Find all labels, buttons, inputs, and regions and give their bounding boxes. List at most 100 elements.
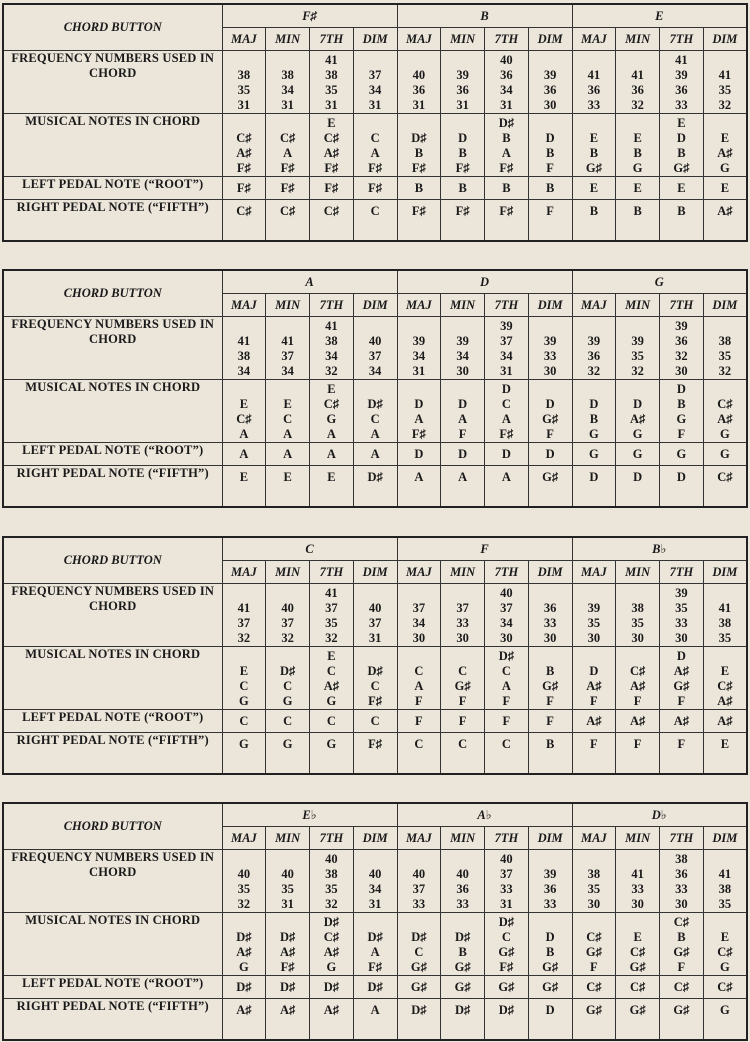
frequency-number: 35 [631,616,644,630]
frequency-number: 32 [325,364,338,378]
pedal-note: D [396,442,442,466]
frequency-number: 32 [631,98,644,112]
pedal-note: G♯ [659,998,704,1041]
note: A♯ [629,679,646,693]
cell: D B G♯ [527,912,573,976]
chord-table: CHORD BUTTON A D G MAJ MIN 7TH DIM MAJ MIN 7TH DIM M… [2,269,748,508]
frequency-number: 39 [675,586,688,600]
frequency-number: 37 [500,867,513,881]
pedal-note: F [396,709,442,733]
row-right-pedal: RIGHT PEDAL NOTE (“FIFTH”) E E E D♯ A A A G♯ D D D C… [2,465,748,508]
frequency-number: 38 [325,867,338,881]
note: G♯ [585,945,602,959]
frequency-number: 41 [237,601,251,615]
note: B [677,146,686,160]
frequency-number: 39 [675,68,688,82]
note: F [546,694,554,708]
cell: 40 35 31 [265,849,310,913]
note: F♯ [411,427,426,441]
cell: B G♯ F [527,646,573,710]
column-label: 7TH [659,560,704,584]
header-row: CHORD BUTTON E♭ A♭ D♭ [2,802,748,850]
frequency-number: 33 [675,98,688,112]
note: F [546,427,554,441]
pedal-note: A♯ [265,998,310,1041]
pedal-note: D♯ [484,998,529,1041]
frequency-number: 35 [325,882,338,896]
frequency-number: 31 [325,98,338,112]
note: A♯ [236,945,252,959]
chord-name: D [396,269,573,294]
frequency-number: 40 [281,867,294,881]
frequency-number: 38 [587,867,601,881]
note: E [720,664,730,678]
frequency-number: 33 [543,349,557,363]
note: C [414,945,424,959]
note: A♯ [673,664,690,678]
column-label: MAJ [571,27,617,51]
row-notes: MUSICAL NOTES IN CHORD D♯ A♯ G D♯ A♯ F♯ D♯ C♯ A♯ G… [2,912,748,976]
pedal-note: A [352,442,398,466]
frequency-number: 30 [675,631,688,645]
pedal-note: F♯ [352,176,398,200]
column-label: 7TH [309,293,354,317]
cell: 40 37 33 [396,849,442,913]
row-label: RIGHT PEDAL NOTE (“FIFTH”) [2,199,223,242]
frequency-number: 38 [718,616,732,630]
frequency-number: 38 [237,349,251,363]
pedal-note: A♯ [702,709,748,733]
cell: E C♯ G A [309,379,354,443]
cell: 41 38 35 [702,583,748,647]
pedal-note: C [396,732,442,775]
cell: 39 35 30 [571,583,617,647]
note: A [370,945,380,959]
pedal-note: B [527,732,573,775]
frequency-number: 34 [500,349,513,363]
cell: 39 36 32 30 [659,316,704,380]
cell: 39 37 34 31 [484,316,529,380]
cell: 41 36 33 [571,50,617,114]
chord-name: B♭ [571,536,748,561]
frequency-number: 38 [325,68,338,82]
row-label: FREQUENCY NUMBERS USED IN CHORD [2,583,223,647]
note: E [327,382,336,396]
cell: D♯ A F♯ [352,912,398,976]
note: B [545,945,555,959]
cell: 41 38 34 [221,316,267,380]
row-notes: MUSICAL NOTES IN CHORD C♯ A♯ F♯ C♯ A F♯ E C♯ A♯ F♯… [2,113,748,177]
pedal-note: C♯ [221,199,267,242]
note: C♯ [717,397,733,411]
frequency-number: 33 [456,897,469,911]
note: D♯ [367,930,383,944]
frequency-number: 32 [325,631,338,645]
pedal-note: F [659,732,704,775]
frequency-number: 37 [368,349,382,363]
cell: 36 33 30 [527,583,573,647]
row-right-pedal: RIGHT PEDAL NOTE (“FIFTH”) A♯ A♯ A♯ A D♯ D♯ D♯ D… [2,998,748,1041]
pedal-note: D♯ [396,998,442,1041]
pedal-note: E [702,732,748,775]
frequency-number: 33 [543,616,557,630]
note: B [458,945,467,959]
column-label: DIM [702,293,748,317]
cell: D C A F♯ [484,379,529,443]
note: B [545,664,555,678]
column-label: 7TH [659,27,704,51]
frequency-number: 38 [718,882,732,896]
pedal-note: F♯ [309,176,354,200]
frequency-number: 32 [718,98,732,112]
frequency-number: 39 [456,334,469,348]
frequency-number: 36 [500,68,513,82]
note: E [633,930,642,944]
frequency-number: 36 [675,334,688,348]
cell: 38 35 30 [571,849,617,913]
frequency-number: 36 [675,83,688,97]
cell: 40 35 32 [221,849,267,913]
pedal-note: B [484,176,529,200]
frequency-number: 40 [281,601,294,615]
row-label: MUSICAL NOTES IN CHORD [2,113,223,177]
note: G [326,412,337,426]
note: B [633,146,642,160]
note: D [676,382,686,396]
column-label: MAJ [221,27,267,51]
